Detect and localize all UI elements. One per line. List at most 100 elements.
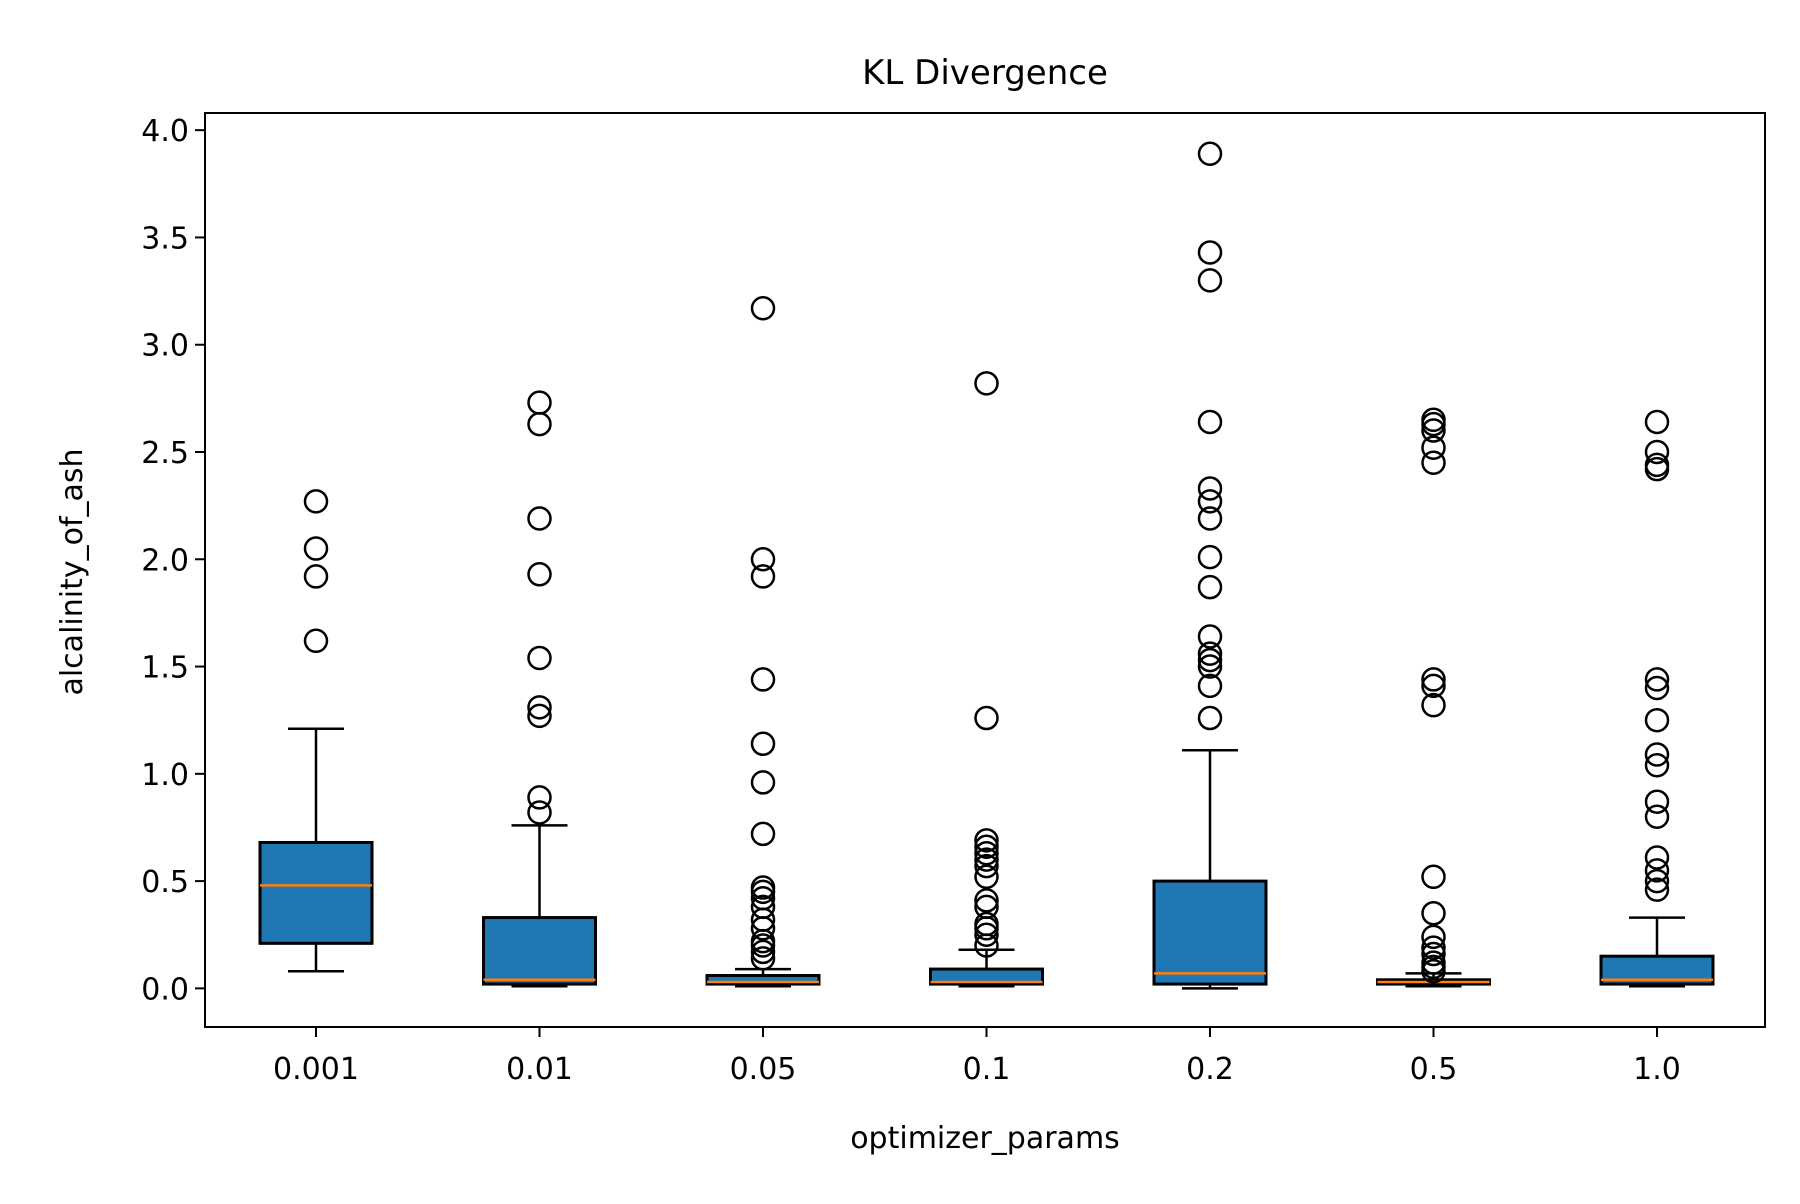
y-tick-label: 2.0 (141, 543, 189, 578)
x-tick-label: 0.05 (730, 1052, 797, 1087)
outlier-point (1197, 705, 1223, 731)
outlier-point (1644, 845, 1670, 870)
outlier-point (527, 695, 552, 720)
iqr-box (258, 840, 374, 945)
outlier-point (974, 371, 999, 396)
outlier-point (1644, 877, 1670, 902)
outlier-point (1421, 667, 1446, 692)
outlier-point (750, 946, 776, 971)
y-tick-label: 4.0 (141, 114, 189, 149)
outlier-point (303, 628, 329, 654)
outlier-point (750, 731, 776, 757)
outlier-point (1421, 450, 1446, 475)
outlier-point (527, 390, 552, 415)
plot-frame (204, 112, 1766, 1028)
iqr-box (1152, 879, 1268, 986)
x-tick-label: 0.5 (1410, 1052, 1458, 1087)
outlier-point (1421, 950, 1446, 975)
outlier-point (1644, 742, 1670, 767)
outlier-point (750, 564, 776, 589)
outlier-point (527, 506, 552, 531)
outlier-point (1197, 654, 1223, 679)
iqr-box (482, 916, 597, 986)
outlier-point (974, 894, 999, 920)
y-tick-label: 0.0 (141, 972, 189, 1007)
outlier-point (1421, 692, 1446, 718)
x-axis-label: optimizer_params (850, 1121, 1120, 1156)
outlier-point (1644, 452, 1670, 478)
outlier-point (1197, 647, 1223, 673)
outlier-point (303, 489, 329, 514)
outlier-point (527, 703, 552, 729)
outlier-point (750, 770, 776, 795)
y-tick-label: 1.5 (141, 651, 189, 686)
y-tick-label: 3.0 (141, 329, 189, 364)
chart-title: KL Divergence (862, 53, 1108, 93)
plot-area: 0.0 0.5 1.0 1.5 2.0 2.5 3.0 3.5 4.0 0.001 0.01 0.05… (141, 112, 1766, 1087)
outlier-point (974, 922, 999, 947)
outlier-point (1644, 707, 1670, 733)
outlier-point (527, 562, 552, 587)
outlier-point (1197, 476, 1223, 501)
outlier-point (974, 828, 999, 853)
outlier-point (1197, 574, 1223, 600)
outlier-point (1197, 506, 1223, 531)
outlier-point (527, 800, 552, 825)
outlier-point (1421, 435, 1446, 460)
outlier-point (750, 894, 776, 920)
outlier-point (974, 911, 999, 937)
outlier-point (1644, 858, 1670, 883)
outlier-point (750, 821, 776, 847)
outlier-point (1644, 409, 1670, 435)
outlier-point (1421, 901, 1446, 926)
outlier-point (1421, 935, 1446, 960)
outlier-point (974, 864, 999, 890)
outlier-point (1421, 673, 1446, 699)
outlier-point (1421, 941, 1446, 967)
outlier-point (974, 840, 999, 866)
x-tick-label: 0.01 (506, 1052, 573, 1087)
outlier-point (1197, 624, 1223, 649)
x-tick-label: 0.2 (1186, 1052, 1234, 1087)
outlier-point (974, 834, 999, 860)
outlier-point (974, 705, 999, 731)
outlier-point (1421, 864, 1446, 890)
iqr-box (705, 974, 821, 986)
outlier-point (1197, 641, 1223, 666)
outlier-point (527, 645, 552, 671)
y-tick-label: 1.0 (141, 758, 189, 793)
outlier-point (750, 547, 776, 572)
outlier-point (303, 564, 329, 589)
outlier-point (303, 536, 329, 561)
outlier-point (1197, 409, 1223, 435)
outlier-point (1644, 804, 1670, 829)
y-tick-label: 3.5 (141, 221, 189, 256)
outlier-point (1644, 439, 1670, 465)
outlier-point (1644, 868, 1670, 894)
outlier-point (750, 667, 776, 692)
iqr-box (929, 967, 1044, 986)
outlier-point (1644, 752, 1670, 778)
x-tick-label: 1.0 (1633, 1052, 1681, 1087)
outlier-point (1197, 240, 1223, 265)
outlier-point (750, 886, 776, 911)
x-tick-label: 0.1 (963, 1052, 1011, 1087)
outlier-point (1197, 673, 1223, 699)
outlier-point (1644, 667, 1670, 692)
outlier-point (750, 939, 776, 965)
outlier-point (1197, 544, 1223, 570)
outlier-point (1421, 418, 1446, 443)
outlier-point (750, 875, 776, 900)
outlier-point (974, 853, 999, 879)
outlier-point (1197, 489, 1223, 514)
outlier-point (527, 785, 552, 810)
y-tick-label: 0.5 (141, 865, 189, 900)
outlier-point (1644, 675, 1670, 701)
outlier-point (1421, 924, 1446, 950)
outlier-point (974, 847, 999, 872)
outlier-point (1197, 268, 1223, 293)
x-tick-label: 0.001 (273, 1052, 359, 1087)
outlier-point (1197, 141, 1223, 167)
